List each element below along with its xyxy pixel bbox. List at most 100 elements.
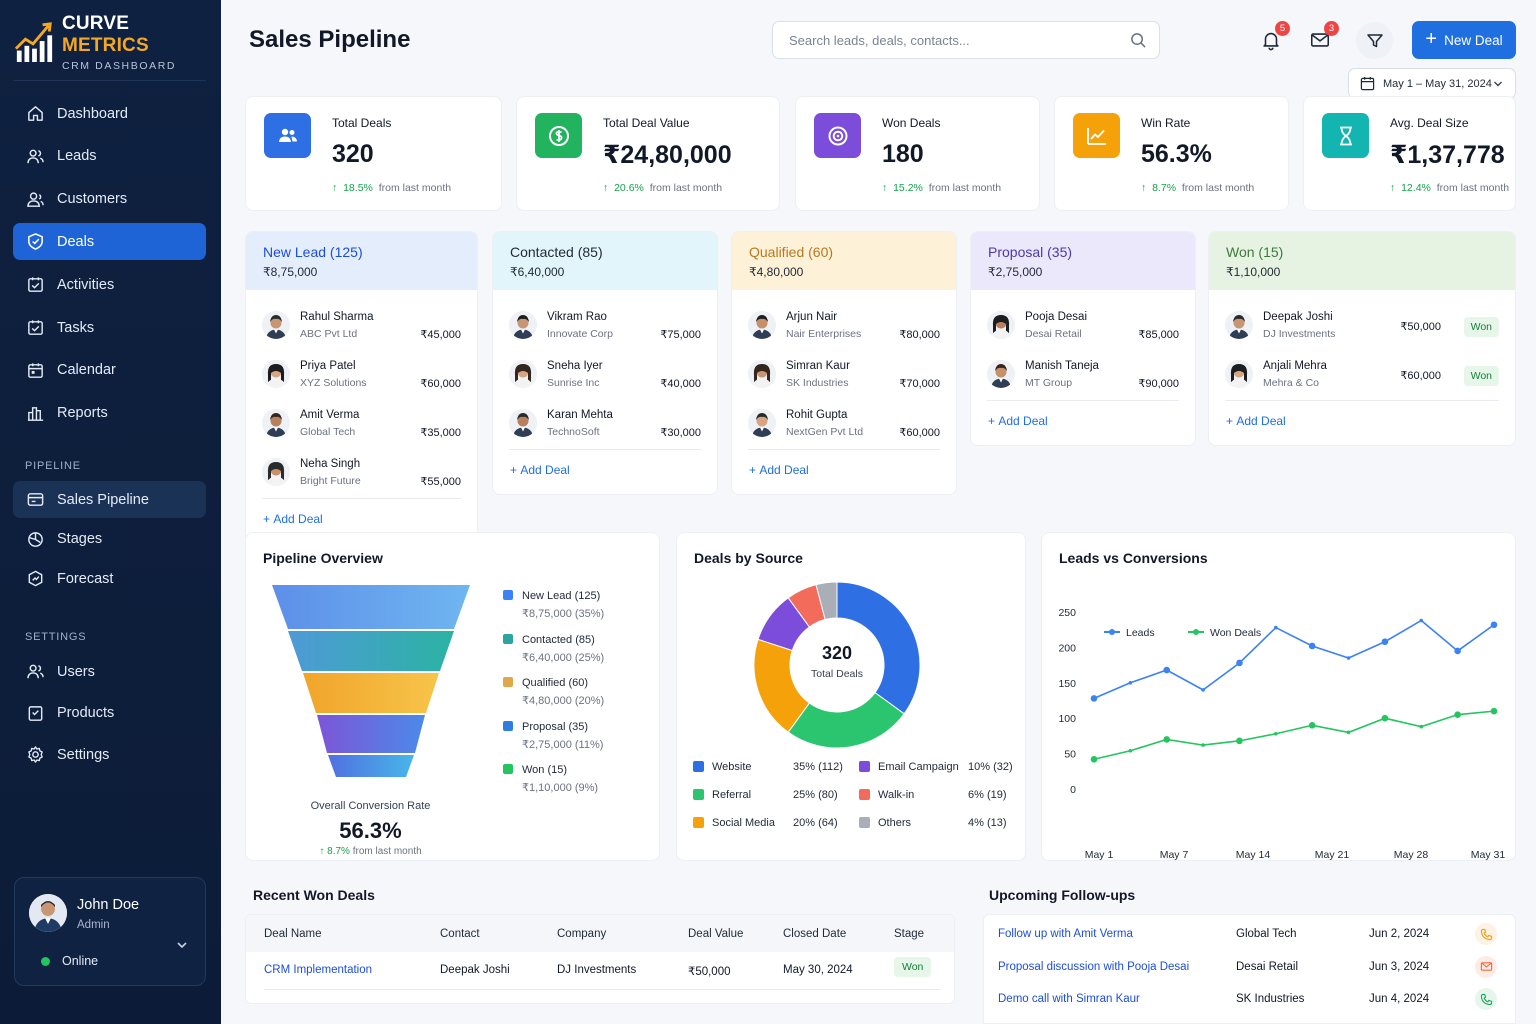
- add-deal-button[interactable]: + Add Deal: [263, 512, 323, 526]
- deal-card[interactable]: Amit Verma Global Tech ₹35,000: [246, 392, 477, 441]
- data-point[interactable]: [1490, 707, 1498, 715]
- data-point[interactable]: [1236, 737, 1243, 745]
- sidebar-item-activities[interactable]: Activities: [13, 266, 206, 303]
- sidebar-item-forecast[interactable]: Forecast: [13, 560, 206, 597]
- mail-icon[interactable]: [1475, 955, 1497, 978]
- data-point[interactable]: [1163, 666, 1171, 674]
- deal-card[interactable]: Arjun Nair Nair Enterprises ₹80,000: [732, 294, 956, 343]
- column-header[interactable]: Closed Date: [783, 928, 847, 940]
- deal-card[interactable]: Deepak Joshi DJ Investments ₹50,000 Won: [1209, 294, 1515, 343]
- funnel-stage-won[interactable]: [328, 755, 414, 777]
- data-point[interactable]: [1381, 714, 1389, 722]
- data-point[interactable]: [1490, 621, 1498, 629]
- kpi-card-won-deals[interactable]: Won Deals 180 ↑ 15.2% from last month: [795, 96, 1040, 211]
- data-point[interactable]: [1201, 688, 1205, 692]
- data-point[interactable]: [1201, 743, 1205, 747]
- user-card[interactable]: John Doe Admin Online: [14, 877, 206, 986]
- deal-card[interactable]: Karan Mehta TechnoSoft ₹30,000: [493, 392, 717, 441]
- sidebar-item-users[interactable]: Users: [13, 653, 206, 690]
- sidebar-item-leads[interactable]: Leads: [13, 138, 206, 175]
- data-point[interactable]: [1163, 736, 1171, 743]
- donut-slice-website[interactable]: [836, 581, 921, 715]
- column-header[interactable]: Won (15) ₹1,10,000: [1209, 232, 1515, 290]
- sidebar-item-dashboard[interactable]: Dashboard: [13, 95, 206, 132]
- data-point[interactable]: [1128, 681, 1133, 685]
- donut-slice-others[interactable]: [815, 581, 838, 621]
- data-point[interactable]: [1308, 721, 1316, 729]
- brand-logo[interactable]: CURVE METRICS CRM DASHBOARD: [14, 13, 214, 72]
- kpi-card-avg-deal-size[interactable]: Avg. Deal Size ₹1,37,778 ↑ 12.4% from last…: [1303, 96, 1516, 211]
- column-header[interactable]: Company: [557, 928, 607, 940]
- deal-card[interactable]: Manish Taneja MT Group ₹90,000: [971, 343, 1195, 392]
- deal-card[interactable]: Rohit Gupta NextGen Pvt Ltd ₹60,000: [732, 392, 956, 441]
- table-row[interactable]: CRM Implementation Deepak Joshi DJ Investm…: [246, 952, 954, 990]
- data-point[interactable]: [1090, 695, 1098, 702]
- data-point[interactable]: [1381, 638, 1389, 646]
- column-header[interactable]: Stage: [894, 928, 925, 940]
- add-deal-button[interactable]: + Add Deal: [749, 463, 809, 477]
- sidebar-item-customers[interactable]: Customers: [13, 181, 206, 218]
- sidebar-item-reports[interactable]: Reports: [13, 395, 206, 432]
- deal-card[interactable]: Rahul Sharma ABC Pvt Ltd ₹45,000: [246, 294, 477, 343]
- column-header[interactable]: Contact: [440, 928, 480, 940]
- data-point[interactable]: [1090, 755, 1098, 763]
- column-header[interactable]: Deal Value: [688, 928, 744, 940]
- table-cell[interactable]: CRM Implementation: [264, 964, 373, 976]
- phone-icon[interactable]: [1475, 923, 1497, 945]
- sidebar-item-calendar[interactable]: Calendar: [13, 352, 206, 389]
- deal-card[interactable]: Sneha Iyer Sunrise Inc ₹40,000: [493, 343, 717, 392]
- followup-task[interactable]: Demo call with Simran Kaur: [998, 993, 1140, 1005]
- sidebar-item-sales-pipeline[interactable]: Sales Pipeline: [13, 481, 206, 518]
- data-point[interactable]: [1128, 748, 1133, 753]
- filter-button[interactable]: [1356, 22, 1393, 59]
- sidebar-item-tasks[interactable]: Tasks: [13, 309, 206, 346]
- column-header[interactable]: Contacted (85) ₹6,40,000: [493, 232, 717, 290]
- search-input[interactable]: [789, 32, 1119, 48]
- data-point[interactable]: [1236, 659, 1243, 667]
- data-point[interactable]: [1419, 618, 1424, 623]
- data-point[interactable]: [1419, 724, 1424, 729]
- deal-card[interactable]: Simran Kaur SK Industries ₹70,000: [732, 343, 956, 392]
- phone-icon[interactable]: [1475, 988, 1497, 1010]
- followup-item[interactable]: Follow up with Amit Verma Global Tech Jun …: [984, 923, 1515, 955]
- followup-item[interactable]: Demo call with Simran Kaur SK Industries J…: [984, 988, 1515, 1020]
- date-range-picker[interactable]: May 1 – May 31, 2024: [1348, 68, 1516, 99]
- data-point[interactable]: [1454, 647, 1461, 655]
- followup-task[interactable]: Proposal discussion with Pooja Desai: [998, 960, 1190, 973]
- chevron-down-icon[interactable]: [175, 938, 189, 952]
- kpi-card-total-deals[interactable]: Total Deals 320 ↑ 18.5% from last month: [245, 96, 502, 211]
- add-deal-button[interactable]: + Add Deal: [1226, 414, 1286, 428]
- funnel-stage-contacted[interactable]: [288, 631, 454, 671]
- data-point[interactable]: [1454, 711, 1461, 718]
- kpi-card-total-deal-value[interactable]: Total Deal Value ₹24,80,000 ↑ 20.6% from l…: [516, 96, 780, 211]
- column-header[interactable]: Qualified (60) ₹4,80,000: [732, 232, 956, 290]
- funnel-stage-proposal[interactable]: [317, 715, 425, 753]
- data-point[interactable]: [1346, 656, 1351, 660]
- deal-card[interactable]: Pooja Desai Desai Retail ₹85,000: [971, 294, 1195, 343]
- funnel-stage-qualified[interactable]: [303, 673, 439, 713]
- deal-card[interactable]: Priya Patel XYZ Solutions ₹60,000: [246, 343, 477, 392]
- deal-card[interactable]: Neha Singh Bright Future ₹55,000: [246, 441, 477, 490]
- followup-task[interactable]: Follow up with Amit Verma: [998, 928, 1133, 940]
- data-point[interactable]: [1308, 642, 1316, 650]
- deal-card[interactable]: Vikram Rao Innovate Corp ₹75,000: [493, 294, 717, 343]
- add-deal-button[interactable]: + Add Deal: [988, 414, 1048, 428]
- sidebar-item-products[interactable]: Products: [13, 695, 206, 732]
- column-header[interactable]: Deal Name: [264, 928, 322, 940]
- data-point[interactable]: [1346, 730, 1351, 735]
- sidebar-item-settings[interactable]: Settings: [13, 736, 206, 773]
- search-icon[interactable]: [1130, 32, 1147, 49]
- funnel-stage-new-lead[interactable]: [272, 585, 470, 629]
- data-point[interactable]: [1274, 625, 1278, 630]
- add-deal-button[interactable]: + Add Deal: [510, 463, 570, 477]
- sidebar-item-stages[interactable]: Stages: [13, 521, 206, 558]
- sidebar-item-deals[interactable]: Deals: [13, 223, 206, 261]
- deal-card[interactable]: Anjali Mehra Mehra & Co ₹60,000 Won: [1209, 343, 1515, 392]
- column-header[interactable]: New Lead (125) ₹8,75,000: [246, 232, 477, 290]
- new-deal-button[interactable]: + New Deal: [1412, 21, 1516, 59]
- followup-item[interactable]: Proposal discussion with Pooja Desai Desa…: [984, 955, 1515, 988]
- column-header[interactable]: Proposal (35) ₹2,75,000: [971, 232, 1195, 290]
- notifications-button[interactable]: 5: [1255, 21, 1290, 56]
- messages-button[interactable]: 3: [1304, 21, 1339, 56]
- data-point[interactable]: [1274, 731, 1278, 736]
